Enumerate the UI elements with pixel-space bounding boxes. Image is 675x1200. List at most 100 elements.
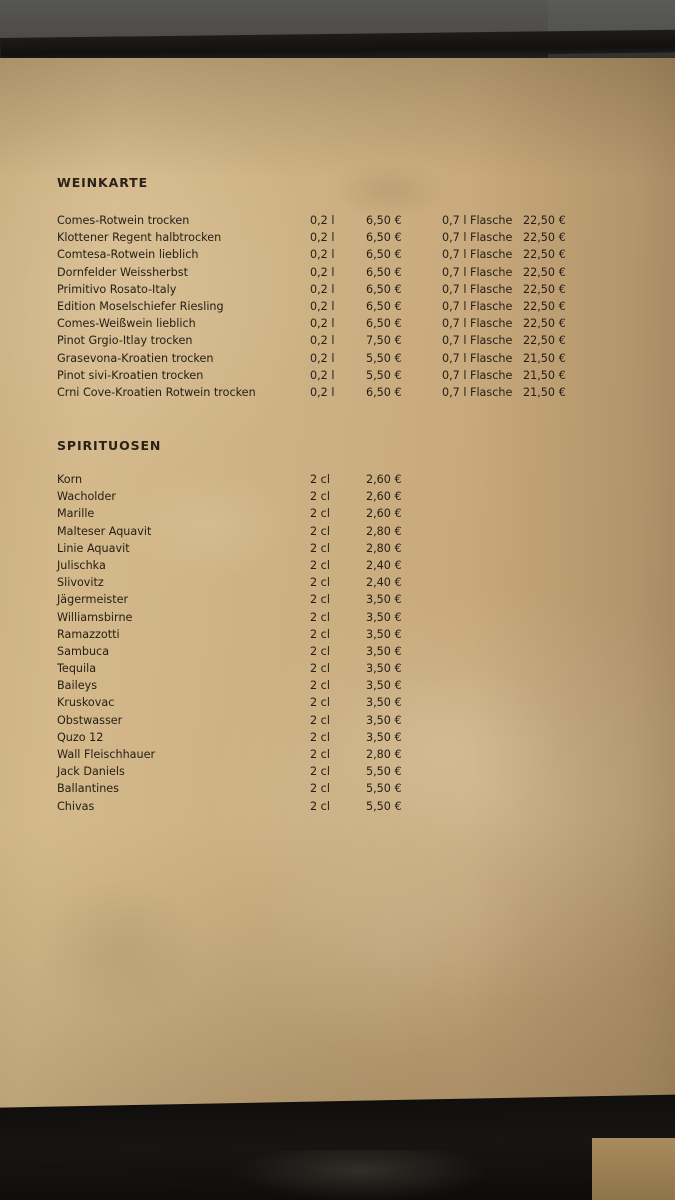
wine-glass-price: 6,50 € [366,265,402,279]
table-row: Comtesa-Rotwein lieblich 0,2 l 6,50 € 0,… [57,248,603,265]
spirit-serving: 2 cl [310,507,330,521]
table-row: Williamsbirne 2 cl 3,50 € [57,611,442,628]
spirit-name: Malteser Aquavit [57,524,152,538]
wine-glass-price: 6,50 € [366,299,402,313]
wine-name: Klottener Regent halbtrocken [57,231,222,245]
wine-bottle-size: 0,7 l Flasche [442,214,513,227]
spirit-price: 2,40 € [366,576,402,590]
wine-glass-size: 0,2 l [310,265,335,279]
table-row: Pinot sivi-Kroatien trocken 0,2 l 5,50 €… [57,369,603,386]
wine-bottle-price: 22,50 € [523,282,566,296]
table-row: Edition Moselschiefer Riesling 0,2 l 6,5… [57,300,603,317]
spirit-price: 2,80 € [366,748,402,761]
wine-bottle-size: 0,7 l Flasche [442,351,513,365]
wine-bottle-price: 22,50 € [523,299,566,313]
section-title-weinkarte: WEINKARTE [57,175,149,190]
wine-glass-price: 6,50 € [366,282,402,296]
table-row: Comes-Rotwein trocken 0,2 l 6,50 € 0,7 l… [57,214,603,231]
wine-name: Pinot sivi-Kroatien trocken [57,368,204,382]
spirit-name: Ramazzotti [57,627,120,641]
table-row: Julischka 2 cl 2,40 € [57,559,442,576]
spirit-price: 2,80 € [366,524,402,538]
spirit-serving: 2 cl [310,627,330,641]
wine-glass-price: 5,50 € [366,351,402,365]
wine-name: Primitivo Rosato-Italy [57,282,177,296]
spirit-serving: 2 cl [310,662,330,676]
spirit-price: 5,50 € [366,765,402,779]
spirit-price: 3,50 € [366,593,402,607]
spirits-list-body: Korn 2 cl 2,60 € Wacholder 2 cl 2,60 € M… [57,473,442,817]
menu-folder-flap [0,1094,675,1200]
spirit-price: 5,50 € [366,799,402,813]
spirit-name: Jack Daniels [57,765,125,779]
table-row: Wall Fleischhauer 2 cl 2,80 € [57,748,442,765]
wine-bottle-price: 22,50 € [523,214,566,227]
wine-name: Pinot Grgio-Itlay trocken [57,334,193,348]
wine-glass-size: 0,2 l [310,385,335,399]
spirit-serving: 2 cl [310,799,330,813]
spirit-price: 3,50 € [366,662,402,676]
spirit-name: Baileys [57,679,98,693]
wine-bottle-price: 21,50 € [523,368,566,382]
wine-glass-price: 6,50 € [366,385,402,399]
table-row: Linie Aquavit 2 cl 2,80 € [57,542,442,559]
spirit-price: 2,60 € [366,473,402,486]
spirits-list-table: Korn 2 cl 2,60 € Wacholder 2 cl 2,60 € M… [57,473,442,817]
table-row: Baileys 2 cl 3,50 € [57,679,442,696]
wine-bottle-price: 22,50 € [523,265,566,279]
spirit-price: 5,50 € [366,782,402,796]
spirit-serving: 2 cl [310,558,330,572]
wine-bottle-size: 0,7 l Flasche [442,317,513,331]
table-row: Ballantines 2 cl 5,50 € [57,782,442,799]
spirit-price: 2,40 € [366,558,402,572]
wine-bottle-price: 21,50 € [523,351,566,365]
wine-glass-size: 0,2 l [310,317,335,331]
table-row: Chivas 2 cl 5,50 € [57,800,442,817]
spirit-name: Slivovitz [57,576,104,590]
wine-list-body: Comes-Rotwein trocken 0,2 l 6,50 € 0,7 l… [57,214,603,403]
table-row: Obstwasser 2 cl 3,50 € [57,714,442,731]
spirit-price: 3,50 € [366,730,402,744]
table-row: Crni Cove-Kroatien Rotwein trocken 0,2 l… [57,386,603,403]
wine-bottle-size: 0,7 l Flasche [442,368,513,382]
wine-glass-price: 6,50 € [366,248,402,262]
table-row: Slivovitz 2 cl 2,40 € [57,576,442,593]
spirit-price: 3,50 € [366,713,402,727]
table-row: Ramazzotti 2 cl 3,50 € [57,628,442,645]
table-row: Klottener Regent halbtrocken 0,2 l 6,50 … [57,231,603,248]
spirit-price: 2,60 € [366,507,402,521]
spirit-price: 3,50 € [366,696,402,710]
wine-glass-size: 0,2 l [310,231,335,245]
spirit-name: Marille [57,507,95,521]
wine-glass-price: 6,50 € [366,214,402,227]
wine-name: Crni Cove-Kroatien Rotwein trocken [57,385,256,399]
spirit-price: 2,80 € [366,541,402,555]
wine-bottle-price: 22,50 € [523,334,566,348]
wine-glass-price: 7,50 € [366,334,402,348]
wine-bottle-size: 0,7 l Flasche [442,265,513,279]
wine-bottle-size: 0,7 l Flasche [442,248,513,262]
wine-bottle-size: 0,7 l Flasche [442,299,513,313]
wine-name: Edition Moselschiefer Riesling [57,299,224,313]
spirit-name: Linie Aquavit [57,541,130,555]
spirit-serving: 2 cl [310,679,330,693]
table-row: Marille 2 cl 2,60 € [57,507,442,524]
table-row: Primitivo Rosato-Italy 0,2 l 6,50 € 0,7 … [57,283,603,300]
wine-bottle-size: 0,7 l Flasche [442,385,513,399]
spirit-serving: 2 cl [310,713,330,727]
table-row: Dornfelder Weissherbst 0,2 l 6,50 € 0,7 … [57,266,603,283]
wine-glass-size: 0,2 l [310,299,335,313]
spirit-name: Ballantines [57,782,119,796]
wine-glass-size: 0,2 l [310,351,335,365]
menu-folder-flap-gap [592,1138,675,1200]
table-row: Malteser Aquavit 2 cl 2,80 € [57,525,442,542]
table-row: Quzo 12 2 cl 3,50 € [57,731,442,748]
spirit-name: Korn [57,473,83,486]
wine-glass-size: 0,2 l [310,334,335,348]
wine-name: Comes-Rotwein trocken [57,214,190,227]
spirit-name: Wall Fleischhauer [57,748,156,761]
wine-name: Grasevona-Kroatien trocken [57,351,214,365]
spirit-name: Wacholder [57,490,116,504]
wine-bottle-size: 0,7 l Flasche [442,334,513,348]
